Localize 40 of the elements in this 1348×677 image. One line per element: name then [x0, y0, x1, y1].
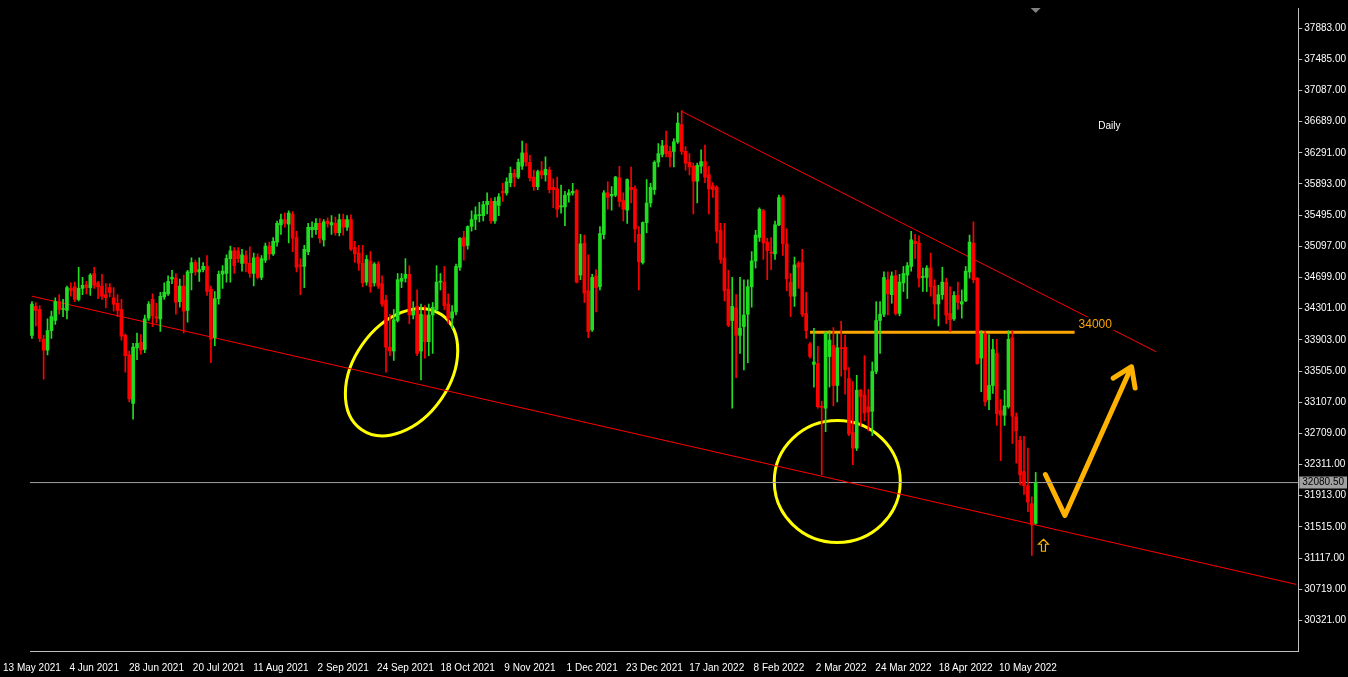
- y-tick-label: 37485.00: [1304, 53, 1347, 65]
- text: Daily: [1098, 119, 1121, 131]
- y-tick-label: 32709.00: [1304, 427, 1347, 439]
- x-tick-label: 24 Sep 2021: [377, 661, 435, 673]
- x-tick-label: 2 Sep 2021: [317, 661, 370, 673]
- ref-line-label: 32080.50: [1302, 476, 1345, 488]
- x-tick-label: 1 Dec 2021: [566, 661, 619, 673]
- x-tick-label: 18 Oct 2021: [440, 661, 496, 673]
- y-tick-label: 34699.00: [1304, 271, 1347, 283]
- series-label: 34000: [1078, 316, 1113, 331]
- y-tick-label: 34301.00: [1304, 302, 1347, 314]
- x-tick-label: 13 May 2021: [3, 661, 62, 673]
- x-tick-label: 28 Jun 2021: [128, 661, 185, 673]
- x-tick-label: 18 Apr 2022: [938, 661, 994, 673]
- y-tick-label: 35893.00: [1304, 177, 1347, 189]
- x-tick-label: 8 Feb 2022: [753, 661, 805, 673]
- y-tick-label: 35097.00: [1304, 240, 1347, 252]
- y-tick-label: 30321.00: [1304, 614, 1347, 626]
- y-tick-label: 31117.00: [1304, 551, 1345, 563]
- x-tick-label: 4 Jun 2021: [69, 661, 120, 673]
- y-tick-label: 36689.00: [1304, 115, 1347, 127]
- y-tick-label: 32311.00: [1304, 458, 1346, 470]
- y-tick-label: 30719.00: [1304, 582, 1347, 594]
- x-tick-label: 17 Jan 2022: [689, 661, 745, 673]
- x-tick-label: 20 Jul 2021: [192, 661, 245, 673]
- x-tick-label: 23 Dec 2021: [626, 661, 684, 673]
- x-tick-label: 9 Nov 2021: [504, 661, 556, 673]
- y-tick-label: 33107.00: [1304, 395, 1347, 407]
- y-tick-label: 37087.00: [1304, 84, 1347, 96]
- x-tick-label: 10 May 2022: [998, 661, 1058, 673]
- x-tick-label: 24 Mar 2022: [875, 661, 932, 673]
- y-tick-label: 33903.00: [1304, 333, 1347, 345]
- y-tick-label: 35495.00: [1304, 208, 1347, 220]
- y-tick-label: 31913.00: [1304, 489, 1347, 501]
- x-tick-label: 11 Aug 2021: [253, 661, 310, 673]
- y-tick-label: 37883.00: [1304, 21, 1347, 33]
- x-tick-label: 2 Mar 2022: [815, 661, 867, 673]
- y-tick-label: 31515.00: [1304, 520, 1347, 532]
- y-tick-label: 36291.00: [1304, 146, 1347, 158]
- y-tick-label: 33505.00: [1304, 364, 1347, 376]
